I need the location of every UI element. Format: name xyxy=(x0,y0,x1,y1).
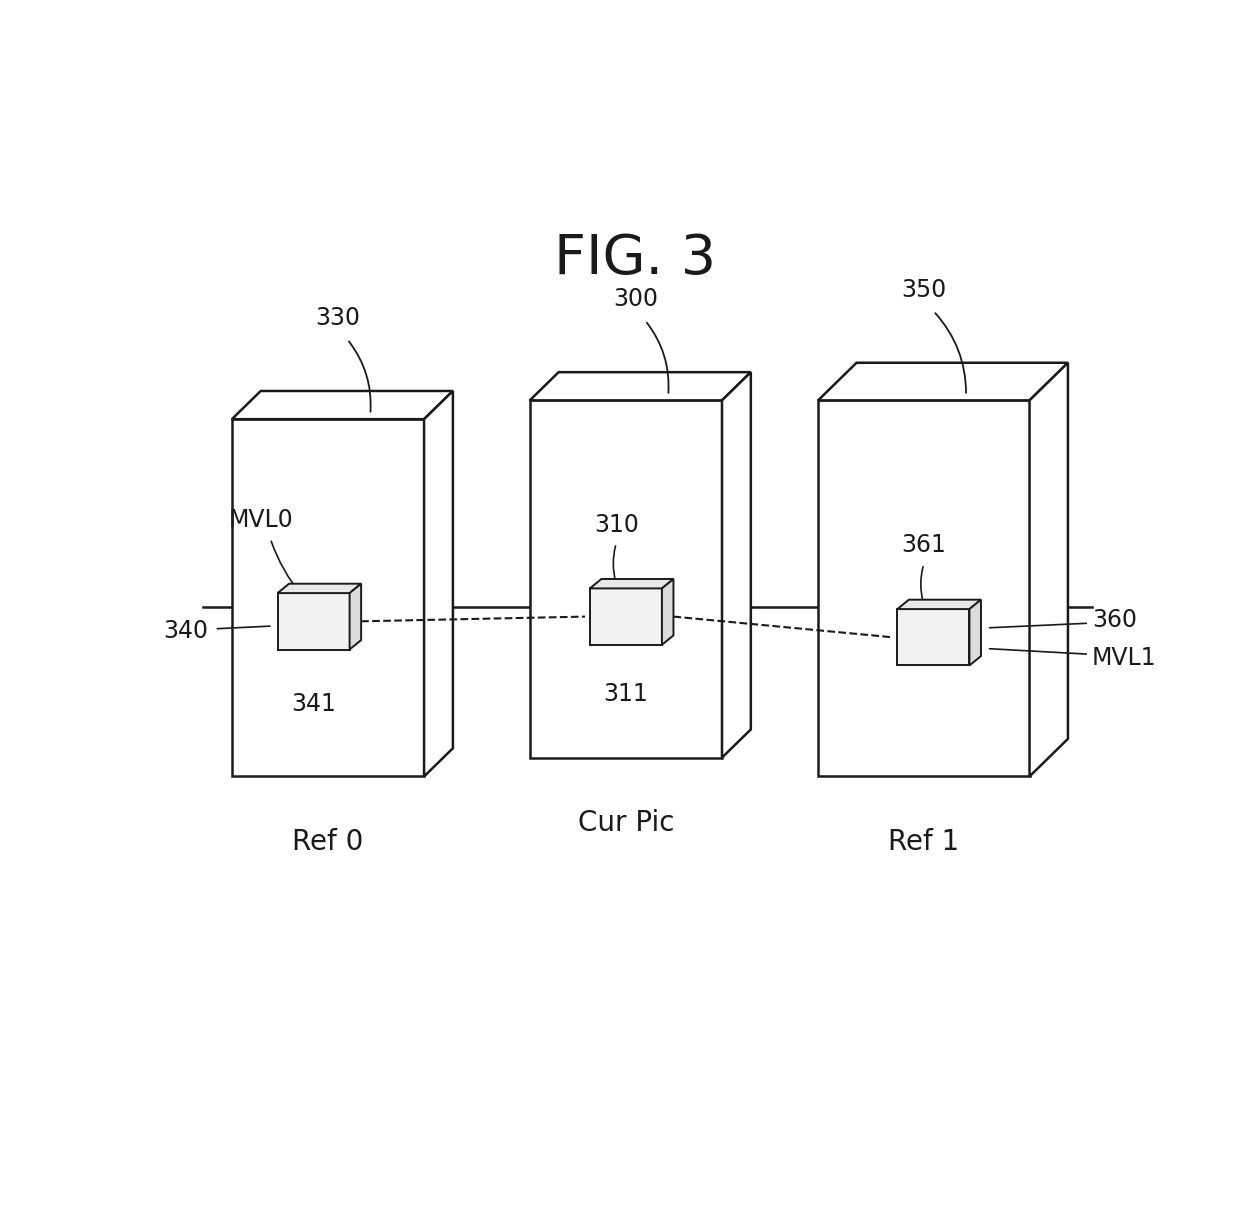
Text: 360: 360 xyxy=(1092,608,1137,632)
Polygon shape xyxy=(818,363,1068,400)
Text: Cur Pic: Cur Pic xyxy=(578,810,675,838)
Text: MVL0: MVL0 xyxy=(228,508,293,532)
Text: Ref 1: Ref 1 xyxy=(888,828,960,856)
Text: 311: 311 xyxy=(604,683,649,707)
Polygon shape xyxy=(350,584,361,650)
Polygon shape xyxy=(529,372,751,400)
Polygon shape xyxy=(970,600,981,665)
Bar xyxy=(529,400,722,757)
Polygon shape xyxy=(662,579,673,645)
Polygon shape xyxy=(1029,363,1068,777)
Text: 361: 361 xyxy=(901,534,946,557)
Text: Ref 0: Ref 0 xyxy=(293,828,363,856)
Bar xyxy=(590,589,662,645)
Polygon shape xyxy=(898,600,981,609)
Bar xyxy=(898,609,970,665)
Text: 330: 330 xyxy=(315,305,360,330)
Text: FIG. 3: FIG. 3 xyxy=(554,232,717,287)
Bar xyxy=(818,400,1029,777)
Polygon shape xyxy=(590,579,673,589)
Bar xyxy=(232,419,424,777)
Polygon shape xyxy=(232,391,453,419)
Text: 300: 300 xyxy=(613,287,658,311)
Bar xyxy=(278,593,350,650)
Text: 350: 350 xyxy=(901,277,946,302)
Polygon shape xyxy=(722,372,751,757)
Text: MVL1: MVL1 xyxy=(1092,646,1157,670)
Polygon shape xyxy=(278,584,361,593)
Text: 340: 340 xyxy=(162,619,208,642)
Text: 310: 310 xyxy=(594,513,639,537)
Polygon shape xyxy=(424,391,453,777)
Text: 341: 341 xyxy=(291,692,336,716)
